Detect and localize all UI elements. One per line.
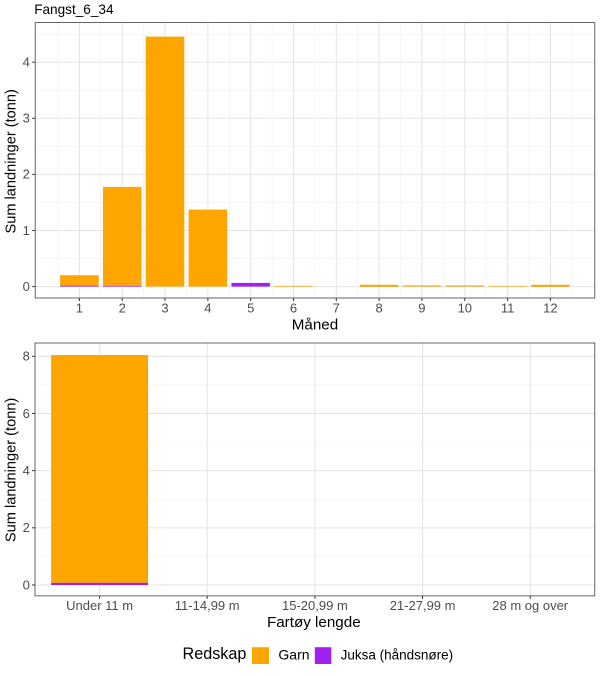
svg-text:Sum landninger (tonn): Sum landninger (tonn) [4,89,20,233]
svg-text:28 m og over: 28 m og over [492,598,569,613]
svg-text:4: 4 [204,301,211,316]
svg-text:3: 3 [161,301,168,316]
svg-text:Måned: Måned [292,317,338,334]
svg-text:Garn: Garn [278,647,309,663]
svg-text:8: 8 [23,349,30,364]
svg-text:10: 10 [458,301,472,316]
svg-text:1: 1 [76,301,83,316]
svg-text:0: 0 [23,577,30,592]
svg-text:21-27,99 m: 21-27,99 m [390,598,456,613]
svg-text:6: 6 [290,301,297,316]
svg-text:6: 6 [23,406,30,421]
svg-text:2: 2 [23,520,30,535]
svg-text:11: 11 [501,301,515,316]
svg-text:Juksa (håndsnøre): Juksa (håndsnøre) [341,648,454,663]
svg-text:0: 0 [23,279,30,294]
svg-text:Fangst_6_34: Fangst_6_34 [34,2,114,17]
svg-text:2: 2 [23,167,30,182]
svg-text:3: 3 [23,111,30,126]
svg-text:9: 9 [418,301,425,316]
svg-text:1: 1 [23,223,30,238]
svg-text:4: 4 [23,463,30,478]
svg-text:12: 12 [543,301,557,316]
svg-text:Sum landninger (tonn): Sum landninger (tonn) [4,398,20,542]
svg-text:7: 7 [333,301,340,316]
svg-text:4: 4 [23,55,30,70]
svg-text:8: 8 [375,301,382,316]
svg-text:Redskap: Redskap [183,645,247,663]
svg-text:5: 5 [247,301,254,316]
svg-text:15-20,99 m: 15-20,99 m [282,598,348,613]
svg-text:Under 11 m: Under 11 m [66,598,133,613]
svg-text:11-14,99 m: 11-14,99 m [175,598,240,613]
svg-text:2: 2 [119,301,126,316]
svg-text:Fartøy lengde: Fartøy lengde [267,614,361,631]
